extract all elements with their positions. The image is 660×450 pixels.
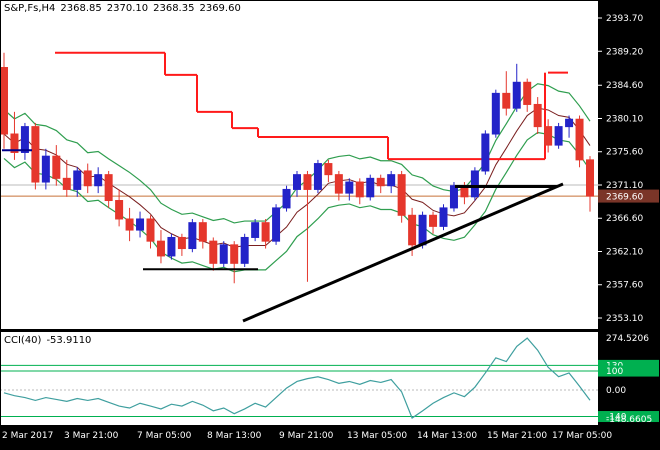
svg-text:13 Mar 05:00: 13 Mar 05:00 [347,431,407,441]
cci-min-label: -148.6605 [606,415,652,425]
price-axis: 2393.70 2389.20 2384.60 2380.10 2375.60 2371.… [598,14,643,324]
svg-text:2366.60: 2366.60 [606,214,643,224]
cci-level-badge--140 [598,411,660,423]
svg-text:14 Mar 13:00: 14 Mar 13:00 [417,431,477,441]
lower-band-line [3,131,591,273]
candles-layer [0,52,594,284]
svg-text:2353.10: 2353.10 [606,314,643,324]
svg-text:17 Mar 05:00: 17 Mar 05:00 [552,431,612,441]
pane-divider[interactable] [0,329,598,332]
cci-zero-label: 0.00 [606,386,626,396]
svg-text:100: 100 [606,367,623,377]
svg-text:3 Mar 21:00: 3 Mar 21:00 [64,431,119,441]
svg-text:2384.60: 2384.60 [606,81,643,91]
cci-line [3,337,591,419]
price-axis-panel [598,0,660,450]
svg-text:8 Mar 13:00: 8 Mar 13:00 [207,431,262,441]
time-axis: 2 Mar 2017 3 Mar 21:00 7 Mar 05:00 8 Mar 13… [2,431,612,441]
current-price-text: 2369.60 [606,193,643,203]
ohlc-high: 2370.10 [106,3,149,14]
svg-text:2371.10: 2371.10 [606,181,643,191]
ohlc-close: 2369.60 [199,3,241,14]
symbol-ohlc-label: S&P,Fs,H4 2368.85 2370.10 2368.35 2369.60 [4,3,246,14]
svg-text:2380.10: 2380.10 [606,114,643,124]
cci-level-badge-130 [598,359,660,371]
svg-text:-140: -140 [606,413,627,423]
cci-max-label: 274.5206 [606,334,649,344]
symbol-name: S&P,Fs,H4 [4,3,56,14]
svg-text:9 Mar 21:00: 9 Mar 21:00 [279,431,334,441]
svg-text:2362.10: 2362.10 [606,247,643,257]
svg-text:2357.60: 2357.60 [606,281,643,291]
cci-indicator-label: CCI(40) -53.9110 [4,335,96,346]
ohlc-open: 2368.85 [60,3,102,14]
cci-current-value: -53.9110 [46,335,92,346]
svg-text:2 Mar 2017: 2 Mar 2017 [2,431,53,441]
red-step-line [55,51,568,161]
svg-text:15 Mar 21:00: 15 Mar 21:00 [487,431,547,441]
ohlc-low: 2368.35 [153,3,195,14]
cci-level-badge-100 [598,365,660,377]
svg-text:2393.70: 2393.70 [606,14,643,24]
ascending-trendline[interactable] [242,182,564,323]
svg-text:2375.60: 2375.60 [606,148,643,158]
cci-name: CCI(40) [4,335,42,346]
svg-text:2389.20: 2389.20 [606,47,643,57]
svg-text:7 Mar 05:00: 7 Mar 05:00 [137,431,192,441]
time-axis-panel [0,425,660,450]
current-price-badge [598,189,660,203]
